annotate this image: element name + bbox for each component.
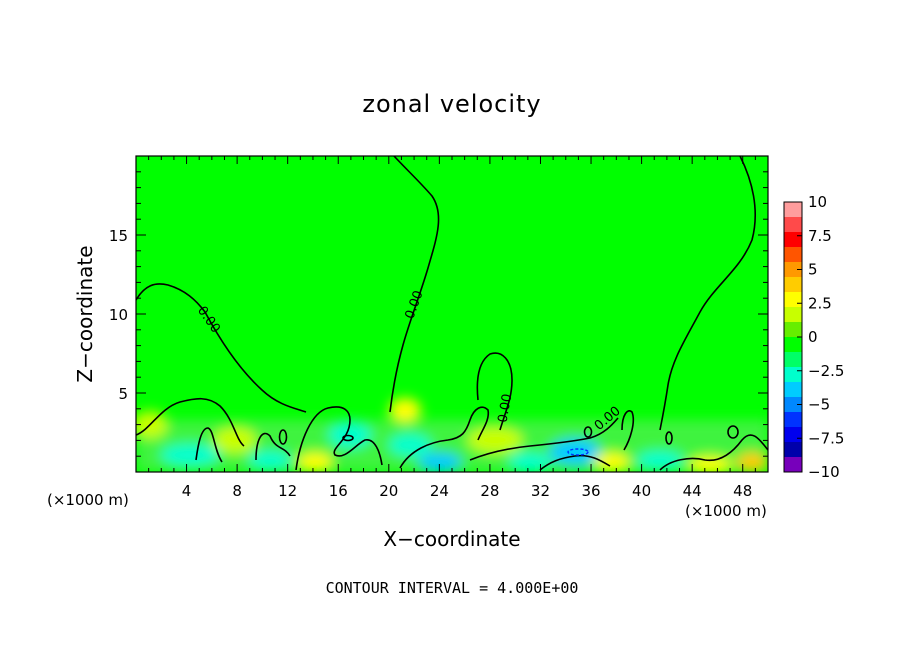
colorbar-swatch — [784, 457, 802, 473]
x-tick-label: 24 — [430, 482, 449, 500]
colorbar-swatch — [784, 292, 802, 308]
x-tick-label: 28 — [480, 482, 499, 500]
x-tick-label: 8 — [232, 482, 242, 500]
x-tick-label: 12 — [278, 482, 297, 500]
contour-line — [469, 417, 619, 461]
x-tick-label: 4 — [182, 482, 192, 500]
colorbar-swatch — [784, 202, 802, 218]
x-tick-label: 36 — [581, 482, 600, 500]
contour-line — [399, 406, 490, 469]
contour-closed — [342, 434, 354, 442]
y-axis-ticks: 5 10 15 — [109, 171, 768, 457]
y-tick-label: 15 — [109, 227, 128, 245]
colorbar-swatch — [784, 352, 802, 368]
contour-interval-note: CONTOUR INTERVAL = 4.000E+00 — [326, 579, 579, 597]
contour-line — [255, 432, 291, 461]
colorbar-swatch — [784, 322, 802, 338]
y-tick-label: 5 — [118, 385, 128, 403]
colorbar-swatch — [784, 217, 802, 233]
contour-line — [659, 434, 768, 471]
contour-line — [295, 406, 383, 471]
y-tick-label: 10 — [109, 306, 128, 324]
contour-line — [389, 156, 440, 413]
x-axis-label: X−coordinate — [383, 527, 520, 551]
colorbar-tick-label: 5 — [808, 261, 818, 279]
contour-closed — [727, 425, 739, 439]
colorbar-swatch — [784, 337, 802, 353]
x-tick-label: 44 — [683, 482, 702, 500]
x-tick-label: 40 — [632, 482, 651, 500]
x-tick-label: 20 — [379, 482, 398, 500]
contour-lines — [136, 156, 768, 471]
colorbar-swatch — [784, 382, 802, 398]
contour-line — [659, 156, 757, 431]
contour-line — [136, 397, 245, 447]
contour-closed — [278, 429, 288, 445]
colorbar-tick-label: 2.5 — [808, 294, 832, 312]
colorbar-tick-label: −10 — [808, 463, 840, 481]
colorbar-swatch — [784, 277, 802, 293]
contour-line — [195, 427, 223, 463]
colorbar-tick-label: −7.5 — [808, 429, 844, 447]
x-tick-label: 32 — [531, 482, 550, 500]
surface-turbulence-field — [136, 398, 768, 472]
colorbar-swatch — [784, 442, 802, 458]
colorbar-swatch — [784, 232, 802, 248]
colorbar-tick-label: 10 — [808, 193, 827, 211]
contour-line — [136, 283, 307, 413]
colorbar-swatch — [784, 262, 802, 278]
contour-line — [621, 410, 635, 451]
contour-label: 0.00 — [496, 393, 516, 424]
x-tick-label: 48 — [733, 482, 752, 500]
y-axis-label: Z−coordinate — [73, 245, 97, 382]
colorbar-swatch — [784, 307, 802, 323]
colorbar-swatch — [784, 367, 802, 383]
x-axis-ticks: 4 8 12 16 20 24 28 32 36 40 44 48 — [148, 156, 756, 500]
contour-closed — [583, 426, 593, 438]
contour-closed — [567, 448, 589, 456]
chart-title: zonal velocity — [362, 90, 541, 118]
colorbar-tick-label: −5 — [808, 396, 830, 414]
colorbar-swatch — [784, 412, 802, 428]
colorbar-swatch — [784, 247, 802, 263]
contour-line — [476, 352, 513, 431]
y-axis-unit: (×1000 m) — [47, 491, 129, 509]
colorbar-swatch — [784, 427, 802, 443]
colorbar-swatch — [784, 397, 802, 413]
x-tick-label: 16 — [329, 482, 348, 500]
contour-closed — [665, 431, 673, 445]
plot-area: 0.00 0.000.00 0.00 — [136, 156, 768, 472]
colorbar-tick-label: 0 — [808, 328, 818, 346]
colorbar-tick-label: 7.5 — [808, 227, 832, 245]
colorbar: 10 7.5 5 2.5 0 −2.5 −5 −7.5 −10 — [783, 193, 844, 481]
contour-line — [539, 454, 611, 471]
colorbar-tick-label: −2.5 — [808, 362, 844, 380]
x-axis-unit: (×1000 m) — [685, 502, 767, 520]
